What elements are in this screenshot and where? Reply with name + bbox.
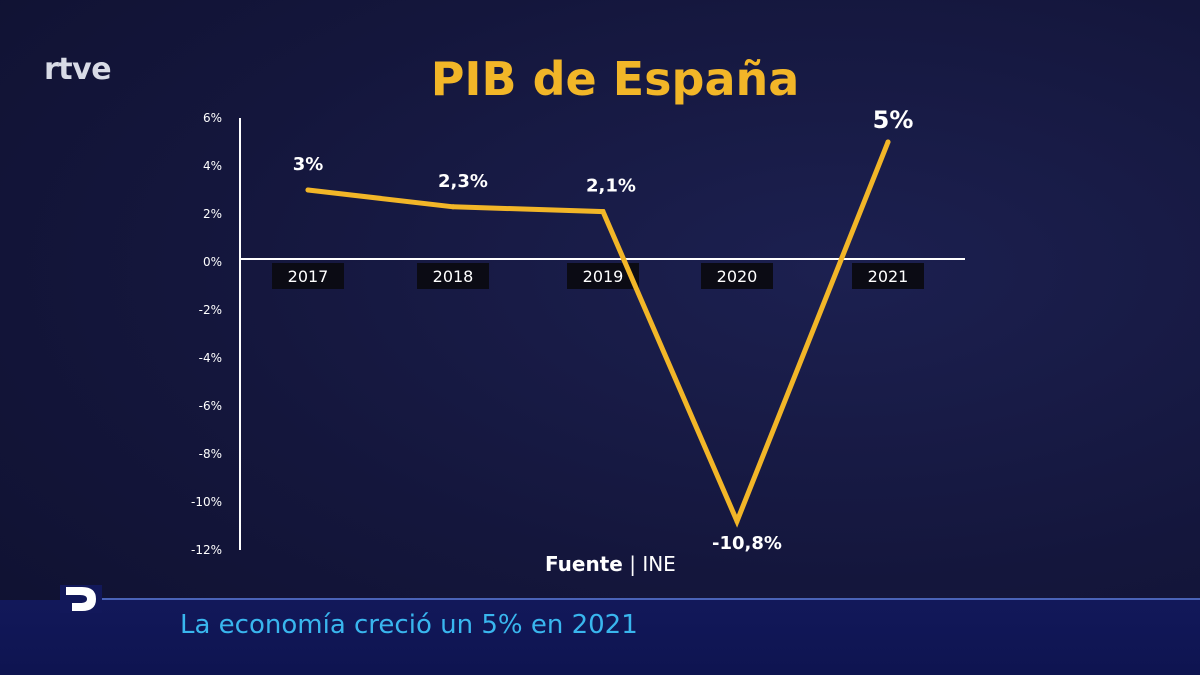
data-label: 2,1% <box>586 176 636 197</box>
ticker-headline: La economía creció un 5% en 2021 <box>180 610 638 640</box>
data-label: 2,3% <box>438 171 488 192</box>
data-label: 3% <box>293 154 324 175</box>
x-tick-box <box>272 263 344 289</box>
chart-title: PIB de España <box>430 52 800 106</box>
data-point <box>450 204 456 210</box>
y-tick-label: -10% <box>191 495 222 509</box>
y-tick-label: -8% <box>199 447 222 461</box>
y-tick-label: -4% <box>199 351 222 365</box>
data-point <box>734 518 740 524</box>
y-tick-label: 4% <box>203 159 222 173</box>
x-tick-label: 2019 <box>583 267 624 286</box>
y-tick-label: -6% <box>199 399 222 413</box>
series-line <box>305 139 891 528</box>
x-tick-label: 2020 <box>717 267 758 286</box>
x-tick-label: 2018 <box>433 267 474 286</box>
y-tick-label: 0% <box>203 255 222 269</box>
rtve-logo: rtve <box>44 52 112 87</box>
x-tick-box <box>852 263 924 289</box>
y-tick-label: -12% <box>191 543 222 557</box>
line-chart: 6% 4% 2% 0% -2% -4% -6% -8% -10% -12% 2017 2018 2019… <box>191 106 965 557</box>
data-point <box>885 139 891 145</box>
y-tick-label: 2% <box>203 207 222 221</box>
news-ticker-bar <box>0 600 1200 675</box>
x-tick-label: 2021 <box>868 267 909 286</box>
x-tick-box <box>701 263 773 289</box>
y-tick-label: 6% <box>203 111 222 125</box>
data-point <box>600 209 606 215</box>
ticker-divider <box>98 598 1200 600</box>
source-label: Fuente <box>545 552 623 576</box>
data-label: -10,8% <box>712 533 782 554</box>
source-separator: | <box>629 552 643 576</box>
source-value: INE <box>642 552 676 576</box>
data-label: 5% <box>873 106 914 134</box>
source-note: Fuente | INE <box>545 552 676 576</box>
x-tick-box <box>417 263 489 289</box>
data-point <box>305 187 311 193</box>
y-tick-label: -2% <box>199 303 222 317</box>
x-tick-label: 2017 <box>288 267 329 286</box>
channel-d-icon <box>60 585 102 613</box>
